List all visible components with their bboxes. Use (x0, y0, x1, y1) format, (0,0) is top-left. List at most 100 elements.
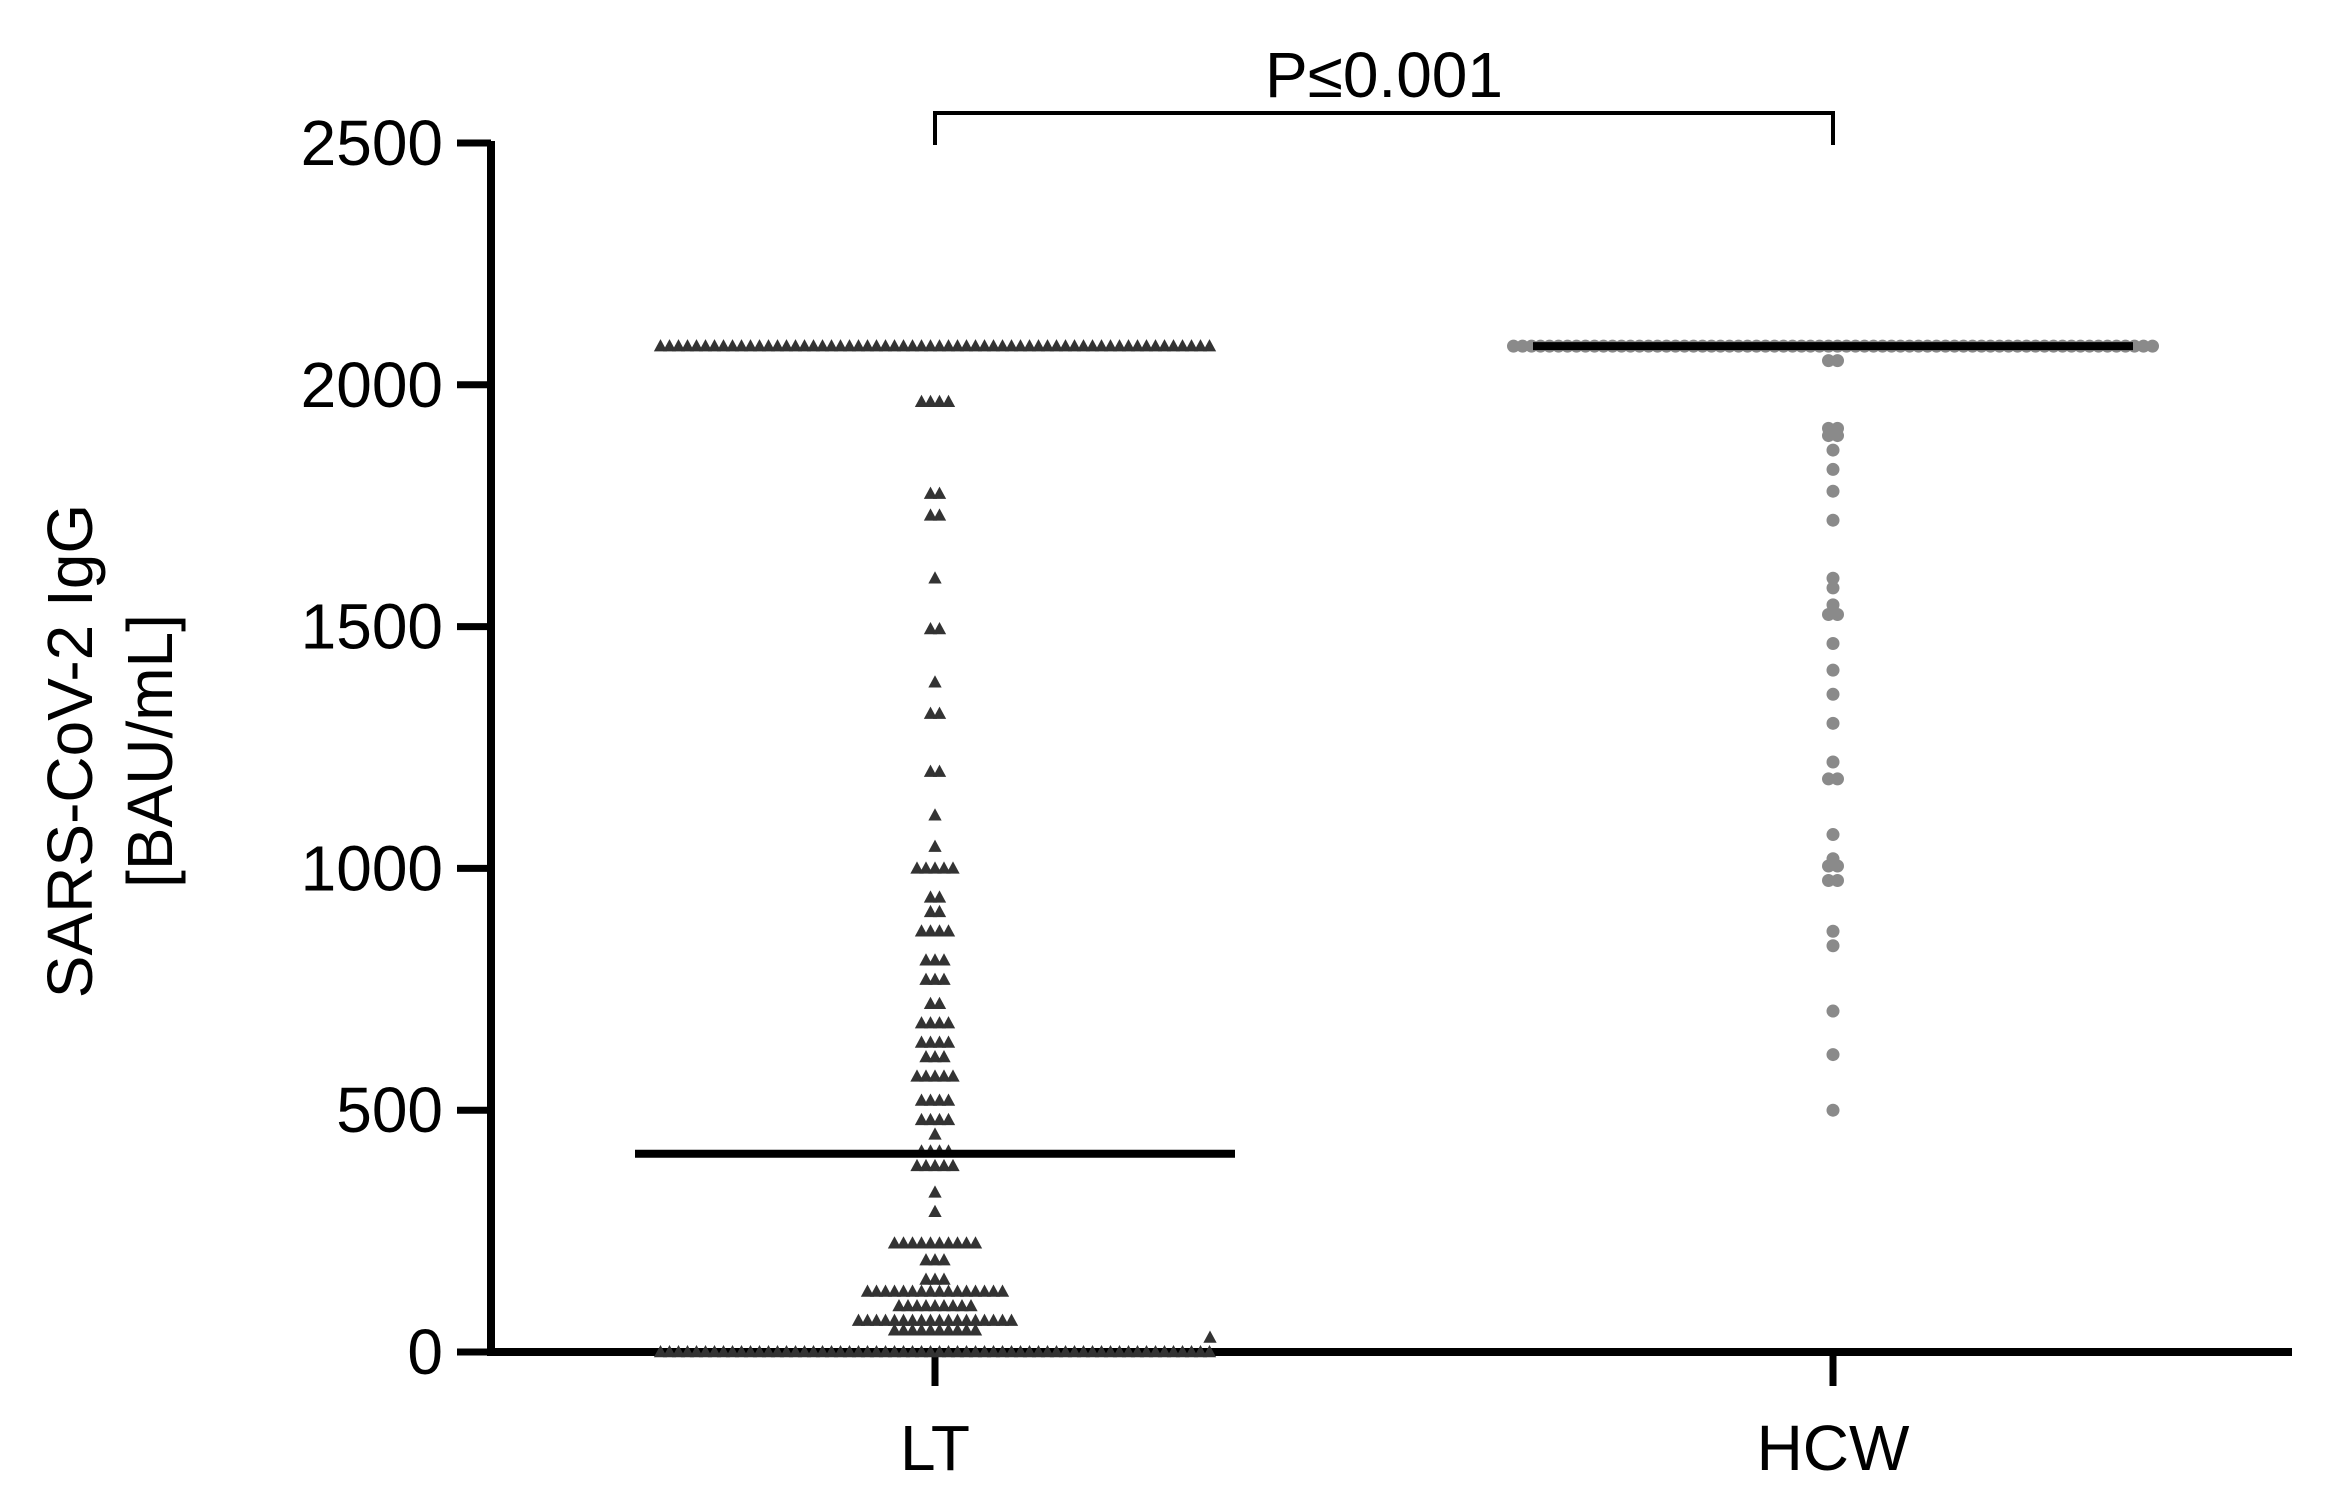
data-point (1058, 1345, 1073, 1358)
data-point (815, 339, 830, 352)
data-point (923, 1236, 938, 1249)
data-point (923, 508, 938, 521)
data-point (1013, 339, 1028, 352)
data-point (1013, 1345, 1028, 1358)
y-axis-label-line-1: SARS-CoV-2 IgG (34, 504, 106, 998)
data-point (1157, 1345, 1172, 1358)
data-point (928, 972, 942, 985)
data-point (968, 1284, 983, 1297)
data-point (1831, 859, 1844, 873)
data-point (896, 1236, 911, 1249)
data-point (860, 1284, 875, 1297)
data-point (941, 1093, 956, 1106)
data-point (910, 861, 924, 874)
data-point (1826, 716, 1840, 730)
data-point (671, 1345, 686, 1358)
data-point (946, 1158, 960, 1172)
data-point (932, 394, 947, 407)
data-point (932, 904, 947, 918)
data-point (986, 339, 1001, 352)
data-point (928, 1253, 942, 1266)
data-point (1031, 339, 1046, 352)
data-point (1094, 1345, 1109, 1358)
data-point (914, 1236, 929, 1249)
data-point (986, 1313, 1001, 1326)
data-point (950, 1345, 965, 1358)
data-point (968, 1313, 983, 1326)
data-point (1822, 354, 1835, 368)
data-point (950, 1323, 965, 1336)
data-point (1831, 873, 1844, 887)
data-point (923, 1345, 938, 1358)
data-point (928, 675, 942, 688)
bracket-line (933, 111, 1835, 145)
data-point (1175, 339, 1190, 352)
data-point (1831, 429, 1844, 443)
data-point (919, 1069, 933, 1082)
data-point (950, 1284, 965, 1297)
data-point (1085, 1345, 1100, 1358)
y-tick-label: 2500 (301, 107, 443, 179)
data-point (937, 972, 951, 985)
data-point (743, 1345, 758, 1358)
significance-bracket: P≤0.001 (933, 39, 1835, 145)
data-point (761, 1345, 776, 1358)
data-point (833, 339, 848, 352)
data-point (887, 339, 902, 352)
data-point (928, 1299, 942, 1312)
data-point (887, 1323, 902, 1336)
data-point (1148, 1345, 1163, 1358)
data-point (896, 339, 911, 352)
data-point (901, 1299, 915, 1312)
data-point (995, 1284, 1010, 1297)
data-point (806, 1345, 821, 1358)
data-point (1822, 772, 1835, 786)
data-point (914, 1323, 929, 1336)
data-point (923, 1112, 938, 1126)
data-point (937, 1253, 951, 1266)
data-point (950, 1236, 965, 1249)
data-point (986, 1345, 1001, 1358)
data-point (653, 339, 668, 352)
data-point (905, 1284, 920, 1297)
data-point (923, 1313, 938, 1326)
data-point (995, 1313, 1010, 1326)
data-point (977, 1284, 992, 1297)
data-point (887, 1313, 902, 1326)
data-point (878, 1313, 893, 1326)
data-point (905, 1345, 920, 1358)
data-point (653, 1345, 668, 1358)
data-point (833, 1345, 848, 1358)
data-point (662, 339, 677, 352)
data-point (1826, 581, 1840, 595)
data-point (689, 1345, 704, 1358)
data-point (923, 339, 938, 352)
data-point (2137, 339, 2150, 353)
data-point (914, 1016, 929, 1029)
data-point (995, 1345, 1010, 1358)
data-point (932, 622, 947, 635)
data-point (914, 1284, 929, 1297)
data-point (932, 890, 947, 903)
data-point (937, 1299, 951, 1312)
data-point (1826, 571, 1840, 585)
data-point (914, 1313, 929, 1326)
data-point (937, 861, 951, 874)
data-point (928, 861, 942, 874)
data-point (815, 1345, 830, 1358)
data-point (1022, 339, 1037, 352)
data-point (1040, 1345, 1055, 1358)
data-point (959, 1313, 974, 1326)
data-point (941, 924, 956, 937)
data-point (923, 904, 938, 918)
data-point (1826, 513, 1840, 527)
data-point (923, 1093, 938, 1106)
data-point (932, 508, 947, 521)
data-point (923, 1035, 938, 1048)
data-point (914, 1035, 929, 1048)
data-point (950, 1313, 965, 1326)
data-point (968, 1236, 983, 1249)
data-point (725, 1345, 740, 1358)
data-point (941, 1313, 956, 1326)
